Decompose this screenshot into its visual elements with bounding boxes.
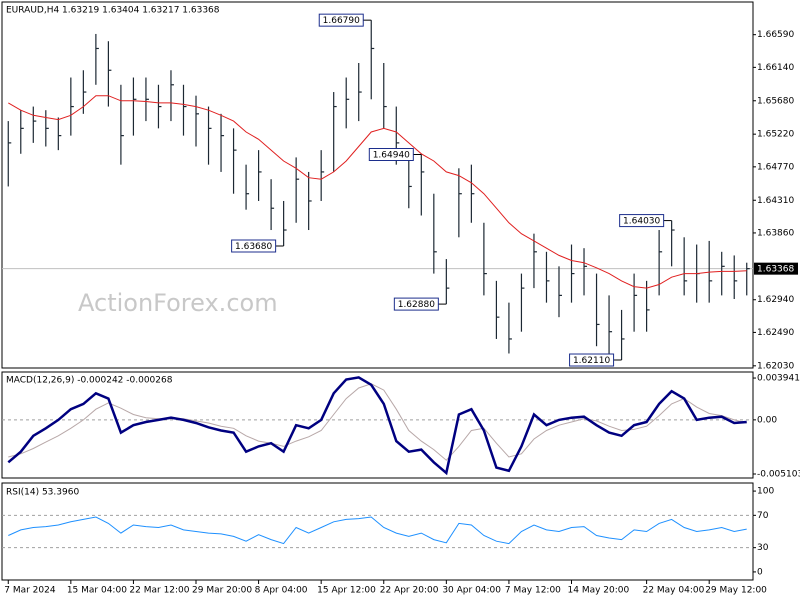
annotation-box	[393, 297, 439, 311]
x-tick-label: 30 Apr 04:00	[442, 586, 501, 596]
x-tick-label: 7 Mar 2024	[4, 586, 56, 596]
moving-average	[8, 95, 747, 289]
indicator-label: RSI(14) 53.3960	[6, 488, 79, 498]
annotation-label: 1.66790	[323, 16, 360, 26]
x-tick-label: 29 Mar 20:00	[192, 586, 252, 596]
indicator-label: MACD(12,26,9) -0.000242 -0.000268	[6, 376, 173, 386]
annotation-label: 1.62880	[398, 300, 435, 310]
y-tick-label: 1.64770	[757, 162, 794, 172]
last-price-label: 1.63368	[757, 265, 794, 275]
y-tick-label: 1.65680	[757, 96, 794, 106]
x-tick-label: 22 May 04:00	[643, 586, 705, 596]
y-tick-label: 1.65220	[757, 130, 794, 140]
pane-frame	[1, 482, 754, 581]
y-tick-label: 1.66590	[757, 30, 794, 40]
y-tick-label: 0.003941	[757, 374, 800, 384]
annotation-box	[231, 239, 277, 253]
x-tick-label: 15 Mar 04:00	[67, 586, 127, 596]
signal-line	[8, 383, 747, 461]
x-tick-label: 22 Mar 12:00	[129, 586, 189, 596]
y-tick-label: 1.62490	[757, 328, 794, 338]
y-tick-label: 0.00	[757, 415, 777, 425]
y-tick-label: -0.005103	[757, 469, 800, 479]
y-tick-label: 1.62030	[757, 361, 794, 371]
annotation-label: 1.64030	[623, 217, 660, 227]
y-tick-label: 100	[757, 487, 774, 497]
y-tick-label: 0	[757, 567, 763, 577]
x-tick-label: 22 Apr 20:00	[380, 586, 439, 596]
y-tick-label: 1.64310	[757, 196, 794, 206]
pane-frame	[1, 1, 754, 369]
y-tick-label: 1.66140	[757, 63, 794, 73]
pane-frame	[1, 371, 754, 479]
y-tick-label: 30	[757, 543, 769, 553]
annotation-box	[318, 13, 364, 27]
chart-title: EURAUD,H4 1.63219 1.63404 1.63217 1.6336…	[6, 6, 220, 16]
x-tick-label: 8 Apr 04:00	[255, 586, 308, 596]
y-tick-label: 70	[757, 511, 769, 521]
x-tick-label: 14 May 20:00	[568, 586, 630, 596]
annotation-box	[619, 214, 665, 228]
x-tick-label: 7 May 12:00	[505, 586, 561, 596]
macd-line	[7, 376, 747, 476]
annotation-box	[368, 148, 414, 161]
rsi-line	[8, 516, 747, 545]
annotation-label: 1.62110	[573, 356, 610, 366]
y-tick-label: 1.62940	[757, 295, 794, 305]
annotation-box	[569, 353, 615, 367]
watermark: ActionForex.com	[78, 289, 278, 317]
annotation-label: 1.63680	[235, 242, 272, 252]
last-price-box	[754, 262, 798, 275]
y-tick-label: 1.63860	[757, 228, 794, 238]
x-tick-label: 29 May 12:00	[705, 586, 767, 596]
x-tick-label: 15 Apr 12:00	[317, 586, 376, 596]
annotation-label: 1.64940	[373, 151, 410, 161]
